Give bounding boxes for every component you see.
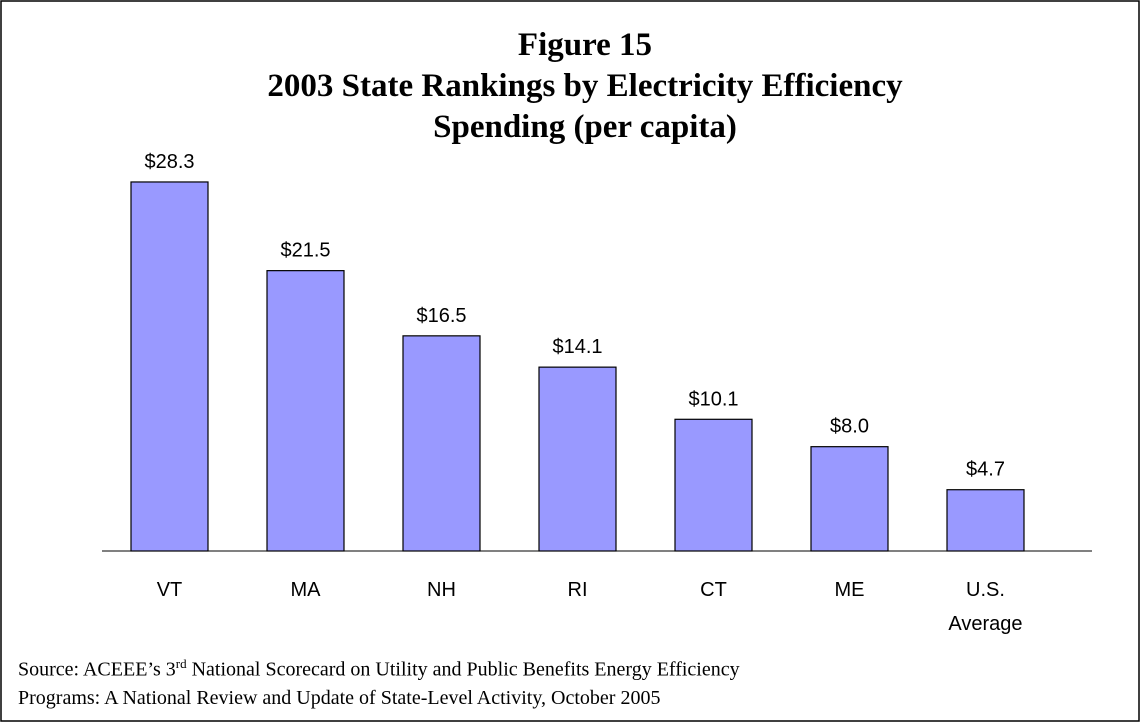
bar	[946, 489, 1025, 552]
x-tick-label: VT	[156, 579, 183, 601]
x-tick-label: U.S. Average	[948, 579, 1023, 635]
chart-title: Figure 15	[518, 27, 652, 63]
chart-title: 2003 State Rankings by Electricity Effic…	[267, 68, 903, 104]
value-label: $8.0	[830, 416, 869, 438]
bar	[810, 446, 889, 552]
source-prefix: Source: ACEEE’s 3	[18, 658, 176, 681]
x-tick-label: CT	[700, 579, 727, 601]
source-rest: National Scorecard on Utility and Public…	[18, 658, 740, 709]
x-tick-label: ME	[834, 579, 865, 601]
value-label: $4.7	[966, 459, 1005, 481]
bar	[402, 335, 481, 552]
x-tick-label: RI	[567, 579, 588, 601]
value-label: $14.1	[552, 336, 602, 358]
source-note: Source: ACEEE’s 3rd National Scorecard o…	[18, 650, 778, 712]
value-label: $21.5	[280, 240, 330, 262]
x-tick-label: MA	[290, 579, 321, 601]
x-tick-label: NH	[427, 579, 456, 601]
value-label: $16.5	[416, 305, 466, 327]
bar	[674, 418, 753, 552]
bar	[538, 366, 617, 552]
bar	[266, 270, 345, 552]
value-label: $28.3	[144, 151, 194, 173]
chart-title: Spending (per capita)	[433, 109, 737, 145]
source-sup: rd	[175, 656, 187, 671]
bar	[130, 181, 209, 552]
value-label: $10.1	[688, 388, 738, 410]
